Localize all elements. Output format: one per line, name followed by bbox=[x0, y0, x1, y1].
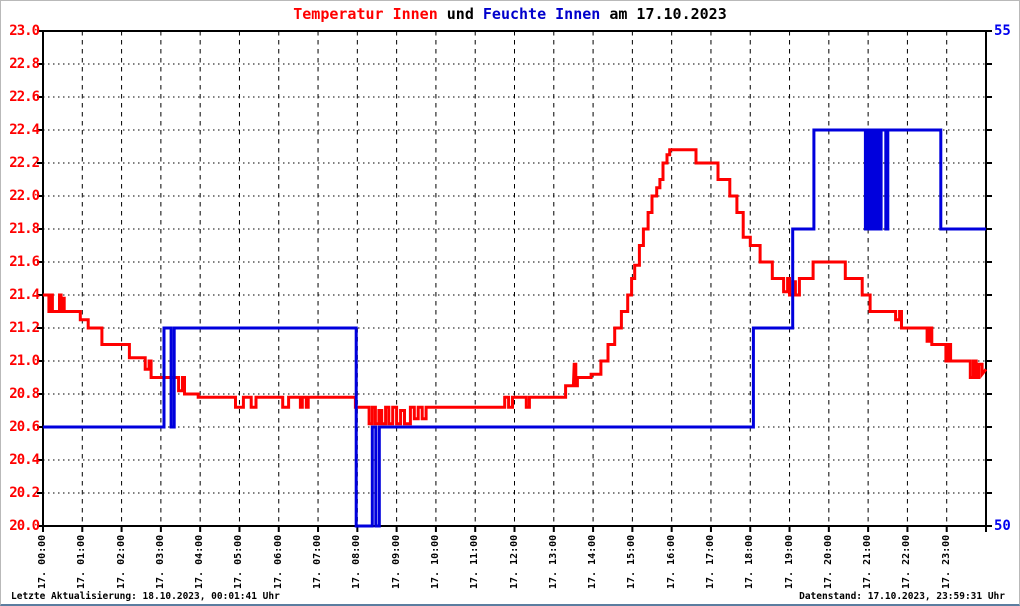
x-tick-label: 17. 23:00 bbox=[940, 534, 952, 589]
x-tick-label: 17. 09:00 bbox=[390, 534, 402, 589]
y-left-tick-label: 22.6 bbox=[9, 89, 40, 105]
temperature-line bbox=[43, 148, 988, 426]
x-tick-label: 17. 02:00 bbox=[115, 534, 127, 589]
x-tick-label: 17. 22:00 bbox=[901, 534, 913, 589]
x-tick-label: 17. 14:00 bbox=[587, 534, 599, 589]
x-tick-label: 17. 04:00 bbox=[194, 534, 206, 589]
y-left-tick-label: 21.6 bbox=[9, 254, 40, 270]
x-tick-label: 17. 16:00 bbox=[665, 534, 677, 589]
x-tick-label: 17. 17:00 bbox=[704, 534, 716, 589]
y-left-tick-label: 20.0 bbox=[9, 518, 40, 534]
title-date-text: am 17.10.2023 bbox=[600, 5, 727, 23]
x-tick-label: 17. 05:00 bbox=[233, 534, 245, 589]
y-left-tick-label: 20.2 bbox=[9, 485, 40, 501]
x-tick-label: 17. 07:00 bbox=[312, 534, 324, 589]
title-temperature-label: Temperatur Innen bbox=[293, 5, 438, 23]
y-left-tick-label: 20.8 bbox=[9, 386, 40, 402]
y-left-tick-label: 21.2 bbox=[9, 320, 40, 336]
x-tick-label: 17. 06:00 bbox=[272, 534, 284, 589]
x-tick-label: 17. 18:00 bbox=[744, 534, 756, 589]
x-tick-label: 17. 20:00 bbox=[822, 534, 834, 589]
x-tick-label: 17. 03:00 bbox=[154, 534, 166, 589]
y-right-tick-label: 50 bbox=[994, 518, 1011, 534]
title-und-text: und bbox=[437, 5, 483, 23]
x-tick-label: 17. 10:00 bbox=[429, 534, 441, 589]
y-left-tick-label: 21.8 bbox=[9, 221, 40, 237]
x-tick-label: 17. 08:00 bbox=[351, 534, 363, 589]
humidity-line bbox=[43, 128, 986, 528]
x-tick-label: 17. 19:00 bbox=[783, 534, 795, 589]
x-tick-label: 17. 01:00 bbox=[76, 534, 88, 589]
y-left-tick-label: 22.2 bbox=[9, 155, 40, 171]
x-tick-label: 17. 15:00 bbox=[626, 534, 638, 589]
y-left-tick-label: 22.4 bbox=[9, 122, 40, 138]
footer-last-update: Letzte Aktualisierung: 18.10.2023, 00:01… bbox=[11, 591, 280, 602]
y-left-tick-label: 23.0 bbox=[9, 23, 40, 39]
x-tick-label: 17. 13:00 bbox=[547, 534, 559, 589]
x-tick-label: 17. 12:00 bbox=[508, 534, 520, 589]
x-tick-label: 17. 00:00 bbox=[37, 534, 48, 589]
plot-frame bbox=[42, 30, 987, 527]
y-left-tick-label: 20.4 bbox=[9, 452, 40, 468]
y-left-tick-label: 21.4 bbox=[9, 287, 40, 303]
y-left-tick-label: 21.0 bbox=[9, 353, 40, 369]
chart-title: Temperatur Innen und Feuchte Innen am 17… bbox=[1, 5, 1019, 23]
y-right-tick-label: 55 bbox=[994, 23, 1011, 39]
y-left-tick-label: 22.0 bbox=[9, 188, 40, 204]
x-tick-label: 17. 11:00 bbox=[469, 534, 481, 589]
footer-data-status: Datenstand: 17.10.2023, 23:59:31 Uhr bbox=[799, 591, 1005, 602]
x-tick-label: 17. 21:00 bbox=[862, 534, 874, 589]
y-left-tick-label: 20.6 bbox=[9, 419, 40, 435]
y-left-tick-label: 22.8 bbox=[9, 56, 40, 72]
title-humidity-label: Feuchte Innen bbox=[482, 5, 601, 23]
